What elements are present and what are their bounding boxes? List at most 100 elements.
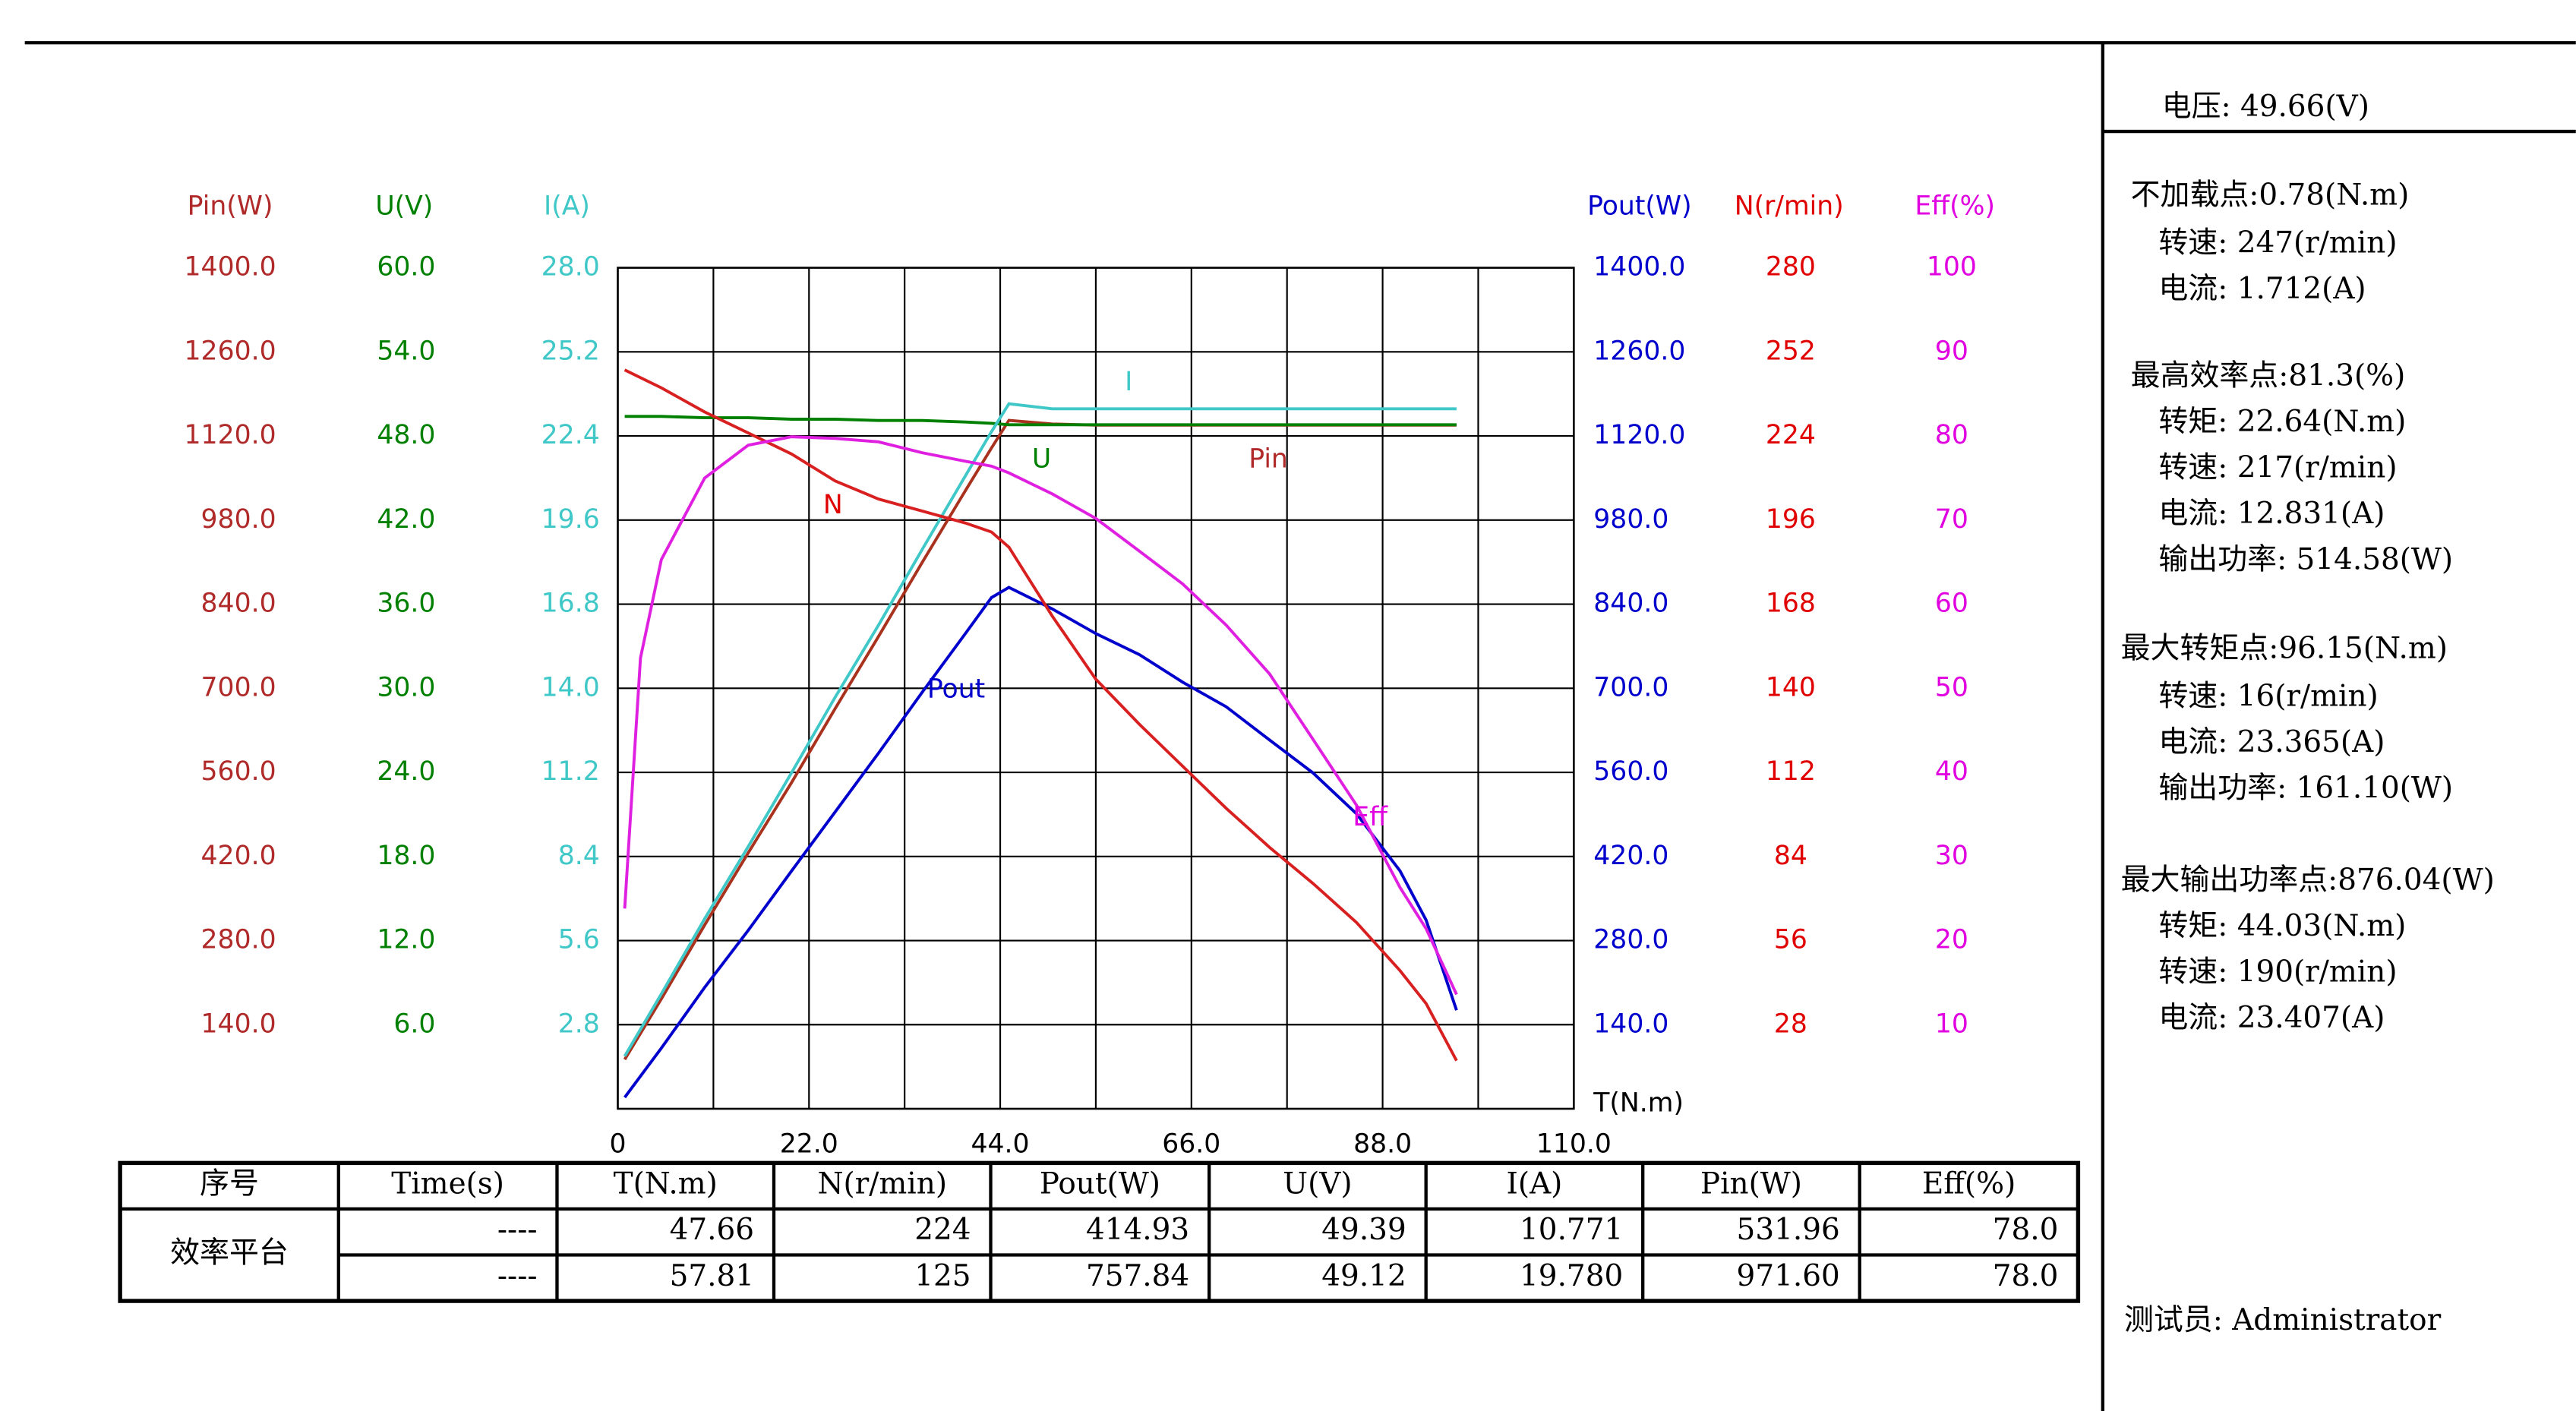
table-header: Eff(%) (1922, 1167, 2016, 1201)
y-tick-label: 12.0 (377, 925, 435, 955)
voltage: 电压: 49.66(V) (2162, 90, 2369, 124)
panel-line: 输出功率: 161.10(W) (2158, 771, 2453, 805)
axis-label: I(A) (544, 191, 590, 222)
y-tick-label: 280.0 (1593, 925, 1668, 955)
series-label: N (823, 490, 843, 520)
y-tick-label: 1120.0 (185, 420, 276, 450)
y-tick-label: 1400.0 (185, 252, 276, 283)
table-cell: 19.780 (1520, 1259, 1623, 1293)
table-header: 序号 (200, 1167, 259, 1201)
y-tick-label: 50 (1935, 672, 1968, 702)
y-tick-label: 28 (1774, 1009, 1807, 1039)
y-tick-label: 48.0 (377, 420, 435, 450)
y-tick-label: 420.0 (201, 841, 276, 871)
y-tick-label: 16.8 (541, 589, 600, 619)
series-line (623, 586, 1458, 1099)
table-cell: 78.0 (1993, 1259, 2059, 1293)
y-tick-label: 1120.0 (1593, 420, 1685, 450)
panel-line: 转矩: 44.03(N.m) (2158, 909, 2406, 943)
series-line (623, 368, 1458, 1062)
y-tick-label: 20 (1935, 925, 1968, 955)
table-cell: 47.66 (670, 1213, 754, 1247)
y-tick-label: 700.0 (1593, 672, 1668, 702)
panel-line: 电流: 23.365(A) (2158, 725, 2385, 759)
y-tick-label: 560.0 (201, 756, 276, 787)
y-tick-label: 14.0 (541, 672, 600, 702)
series-label: Pin (1249, 444, 1288, 475)
x-tick-label: 110.0 (1536, 1129, 1612, 1160)
series-line (624, 415, 1457, 427)
y-tick-label: 2.8 (558, 1009, 600, 1039)
panel-line: 转矩: 22.64(N.m) (2158, 405, 2406, 439)
x-tick-label: 66.0 (1162, 1129, 1220, 1160)
y-tick-label: 28.0 (541, 252, 600, 283)
tester: 测试员: Administrator (2124, 1303, 2442, 1337)
y-tick-label: 420.0 (1593, 841, 1668, 871)
x-axis-label: T(N.m) (1593, 1088, 1684, 1119)
y-tick-label: 36.0 (377, 589, 435, 619)
panel-title: 最大转矩点:96.15(N.m) (2121, 632, 2448, 666)
y-tick-label: 56 (1774, 925, 1807, 955)
panel-title: 最大输出功率点:876.04(W) (2121, 863, 2495, 898)
table-header: U(V) (1283, 1167, 1352, 1201)
y-tick-label: 24.0 (377, 756, 435, 787)
panel-title: 不加载点:0.78(N.m) (2131, 178, 2410, 213)
series-label: Pout (927, 674, 985, 704)
table-cell: ---- (497, 1213, 538, 1247)
y-tick-label: 980.0 (201, 504, 276, 535)
table-cell: 531.96 (1737, 1213, 1840, 1247)
series-line (623, 435, 1458, 996)
axis-label: Pin(W) (188, 191, 273, 222)
y-tick-label: 840.0 (201, 589, 276, 619)
y-tick-label: 40 (1935, 756, 1968, 787)
y-tick-label: 6.0 (393, 1009, 435, 1039)
y-tick-label: 42.0 (377, 504, 435, 535)
y-tick-label: 140 (1766, 672, 1816, 702)
axis-label: Eff(%) (1915, 191, 1995, 222)
series-label: I (1125, 367, 1132, 397)
table-header: I(A) (1507, 1167, 1563, 1201)
table-header: Time(s) (391, 1167, 504, 1201)
table-cell: 49.12 (1321, 1259, 1406, 1293)
series-line (623, 402, 1457, 1057)
y-tick-label: 1260.0 (185, 336, 276, 366)
table-cell: 125 (914, 1259, 971, 1293)
y-tick-label: 224 (1766, 420, 1816, 450)
y-tick-label: 11.2 (541, 756, 600, 787)
table-header: N(r/min) (817, 1167, 947, 1201)
y-tick-label: 252 (1766, 336, 1816, 366)
y-tick-label: 8.4 (558, 841, 600, 871)
table-cell: 757.84 (1086, 1259, 1189, 1293)
x-tick-label: 88.0 (1353, 1129, 1412, 1160)
y-tick-label: 280 (1766, 252, 1816, 283)
y-tick-label: 840.0 (1593, 589, 1668, 619)
y-tick-label: 25.2 (541, 336, 600, 366)
y-tick-label: 700.0 (201, 672, 276, 702)
y-tick-label: 1260.0 (1593, 336, 1685, 366)
series-label: U (1032, 444, 1051, 475)
panel-title: 最高效率点:81.3(%) (2131, 358, 2406, 393)
y-tick-label: 100 (1927, 252, 1977, 283)
table-cell: 57.81 (670, 1259, 754, 1293)
axis-label: U(V) (375, 191, 433, 222)
table-group: 效率平台 (170, 1236, 289, 1271)
table-header: Pout(W) (1040, 1167, 1160, 1201)
y-tick-label: 140.0 (201, 1009, 276, 1039)
y-tick-label: 30.0 (377, 672, 435, 702)
y-tick-label: 19.6 (541, 504, 600, 535)
table-cell: 78.0 (1993, 1213, 2059, 1247)
y-tick-label: 70 (1935, 504, 1968, 535)
y-tick-label: 84 (1774, 841, 1807, 871)
table-header: Pin(W) (1700, 1167, 1802, 1201)
y-tick-label: 560.0 (1593, 756, 1668, 787)
y-tick-label: 54.0 (377, 336, 435, 366)
y-tick-label: 280.0 (201, 925, 276, 955)
table-cell: 49.39 (1321, 1213, 1406, 1247)
y-tick-label: 112 (1766, 756, 1816, 787)
axis-label: N(r/min) (1735, 191, 1844, 222)
panel-line: 电流: 1.712(A) (2158, 272, 2366, 306)
table-cell: 10.771 (1520, 1213, 1623, 1247)
series-line (623, 418, 1457, 1061)
table-cell: 971.60 (1737, 1259, 1840, 1293)
